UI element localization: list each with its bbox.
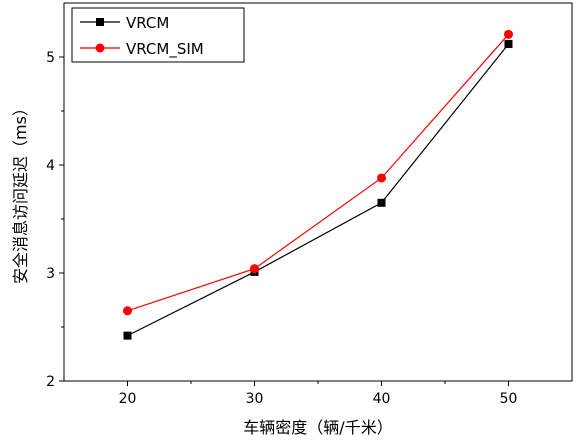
legend-label-vrcm: VRCM xyxy=(126,14,169,32)
data-point-vrcm-sim xyxy=(250,264,259,274)
data-point-vrcm xyxy=(377,198,386,207)
plot-area xyxy=(63,2,573,382)
data-point-vrcm-sim xyxy=(123,306,132,316)
x-tick-label: 20 xyxy=(119,391,137,407)
x-tick-label: 50 xyxy=(500,391,518,407)
y-tick-label: 3 xyxy=(46,266,55,282)
axis-ticks: 20 30 40 50 2 3 4 5 xyxy=(46,50,517,407)
legend: VRCM VRCM_SIM xyxy=(71,7,245,63)
legend-box xyxy=(71,7,245,63)
y-tick-label: 2 xyxy=(46,374,55,390)
y-axis-title: 安全消息访问延迟（ms） xyxy=(11,100,30,284)
y-tick-label: 4 xyxy=(46,158,55,174)
x-tick-label: 40 xyxy=(373,391,391,407)
legend-marker-vrcm-sim xyxy=(95,43,105,53)
data-point-vrcm xyxy=(123,331,132,340)
series-line-vrcm-sim xyxy=(127,33,509,312)
legend-label-vrcm-sim: VRCM_SIM xyxy=(126,40,204,59)
legend-marker-vrcm xyxy=(96,18,104,26)
series-line-vrcm xyxy=(127,43,509,337)
x-tick-label: 30 xyxy=(246,391,264,407)
data-point-vrcm xyxy=(504,40,513,49)
data-point-vrcm-sim xyxy=(504,29,513,39)
data-point-vrcm-sim xyxy=(377,173,386,183)
series-layer xyxy=(123,29,513,340)
y-tick-label: 5 xyxy=(46,50,55,66)
x-axis-title: 车辆密度（辆/千米） xyxy=(243,418,392,437)
